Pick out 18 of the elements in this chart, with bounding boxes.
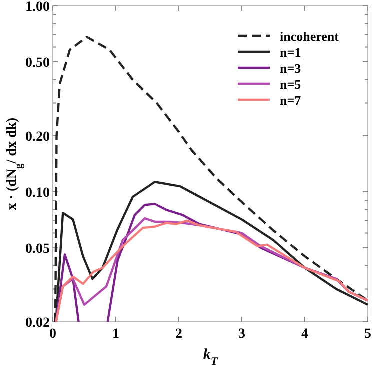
x-tick-label: 1 xyxy=(112,327,120,342)
x-axis-title: k$_{T}$ xyxy=(203,347,219,365)
y-tick-label: 0.02 xyxy=(26,316,50,331)
y-tick-label: 0.10 xyxy=(26,186,50,201)
y-tick-label: 0.50 xyxy=(26,56,50,71)
legend-label: n=3 xyxy=(280,61,302,76)
x-tick-label: 3 xyxy=(238,327,246,342)
legend-label: n=5 xyxy=(280,77,302,92)
legend-label: n=1 xyxy=(280,45,302,60)
y-tick-label: 0.05 xyxy=(26,242,50,257)
y-tick-label: 1.00 xyxy=(26,0,50,15)
x-tick-label: 4 xyxy=(302,327,308,342)
x-tick-label: 0 xyxy=(50,327,56,342)
y-tick-label: 0.20 xyxy=(26,130,50,146)
legend-label: n=7 xyxy=(280,93,302,108)
legend-label: incoherent xyxy=(280,29,340,44)
x-tick-label: 5 xyxy=(364,327,372,342)
x-tick-label: 2 xyxy=(176,327,182,342)
